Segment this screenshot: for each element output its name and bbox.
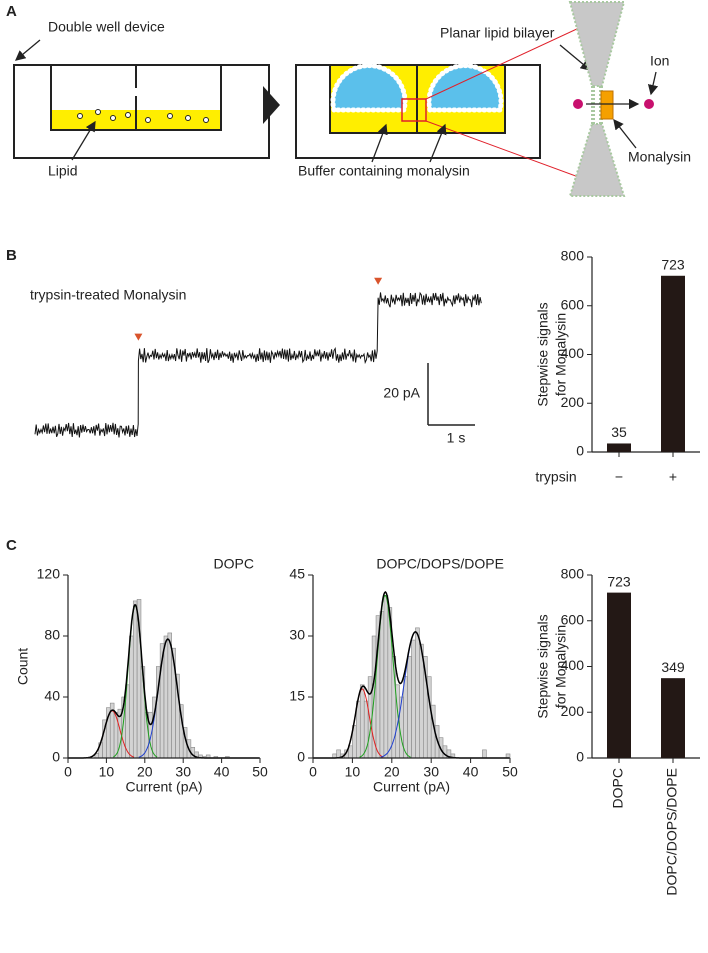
hist-bar (359, 684, 365, 759)
y-axis-label: for Monalysin (553, 625, 569, 708)
step-marker (374, 277, 383, 285)
panel-label: B (6, 247, 17, 264)
x-tick-label: 40 (214, 764, 230, 780)
y-tick-label: 0 (52, 749, 60, 765)
value-label: 35 (611, 424, 627, 440)
y-axis-label: Stepwise signals (535, 614, 551, 718)
x-axis-label: Current (pA) (125, 779, 202, 795)
step-marker (134, 333, 143, 341)
y-axis-label: Count (15, 648, 31, 685)
trace (34, 291, 482, 438)
x-tick-label: 30 (175, 764, 191, 780)
x-tick-label: 40 (463, 764, 479, 780)
x-tick-label: 10 (345, 764, 361, 780)
label: Ion (650, 53, 669, 69)
y-tick-label: 200 (561, 703, 585, 719)
label: Monalysin (628, 149, 691, 165)
hist-bar (163, 635, 169, 759)
label: Lipid (48, 163, 78, 179)
x-tick-label: − (615, 469, 623, 485)
bar (607, 592, 631, 758)
x-tick-label: 10 (99, 764, 115, 780)
y-tick-label: 80 (44, 627, 60, 643)
x-tick-label: 20 (137, 764, 153, 780)
hist-bar (411, 639, 416, 759)
y-tick-label: 40 (44, 688, 60, 704)
x-tick-label: 20 (384, 764, 400, 780)
y-tick-label: 0 (576, 443, 584, 459)
y-tick-label: 200 (561, 394, 585, 410)
y-axis-label: for Monalysin (553, 313, 569, 396)
trace-title: trypsin-treated Monalysin (30, 287, 186, 303)
y-tick-label: 600 (561, 611, 585, 627)
hist-bar (482, 749, 487, 759)
x-tick-label: 30 (423, 764, 439, 780)
chart-title: DOPC (214, 556, 254, 572)
y-tick-label: 800 (561, 566, 585, 582)
y-tick-label: 120 (37, 566, 61, 582)
y-tick-label: 0 (576, 749, 584, 765)
hist-bar (129, 635, 134, 759)
scale-label: 1 s (447, 430, 466, 446)
hist-bar (383, 595, 389, 759)
panel-label: C (6, 537, 17, 554)
y-tick-label: 400 (561, 657, 585, 673)
label: Buffer containing monalysin (298, 163, 470, 179)
y-tick-label: 800 (561, 248, 585, 264)
y-tick-label: 30 (289, 627, 305, 643)
hist-bar (379, 611, 385, 759)
diagram: Double well device Lipid Buffer containi… (13, 1, 691, 197)
scale-label: 20 pA (383, 385, 420, 401)
hist-bar (403, 676, 408, 759)
y-tick-label: 15 (289, 688, 305, 704)
value-label: 723 (607, 573, 631, 589)
x-tick-label: 50 (252, 764, 268, 780)
value-label: 349 (661, 659, 685, 675)
x-tick-label: DOPC/DOPS/DOPE (664, 768, 680, 896)
y-tick-label: 0 (297, 749, 305, 765)
hist-bar (407, 656, 412, 759)
x-tick-label: + (669, 469, 677, 485)
hist-bar (415, 627, 420, 759)
panel-label: A (6, 3, 17, 20)
x-tick-label: 0 (64, 764, 72, 780)
x-tick-label: 0 (309, 764, 317, 780)
x-axis-label: Current (pA) (373, 779, 450, 795)
bar (607, 443, 631, 452)
hist-bar (132, 600, 138, 759)
label: Double well device (48, 19, 165, 35)
label: Planar lipid bilayer (440, 25, 555, 41)
chart-title: DOPC/DOPS/DOPE (376, 556, 504, 572)
fit-component (359, 595, 411, 758)
x-tick-label: DOPC (610, 768, 626, 808)
x-axis-label: trypsin (535, 469, 576, 485)
bar (661, 275, 685, 452)
y-tick-label: 600 (561, 296, 585, 312)
value-label: 723 (661, 256, 685, 272)
hist-bar (167, 632, 172, 759)
y-tick-label: 400 (561, 345, 585, 361)
bar (661, 678, 685, 758)
x-tick-label: 50 (502, 764, 518, 780)
y-axis-label: Stepwise signals (535, 302, 551, 406)
y-tick-label: 45 (289, 566, 305, 582)
